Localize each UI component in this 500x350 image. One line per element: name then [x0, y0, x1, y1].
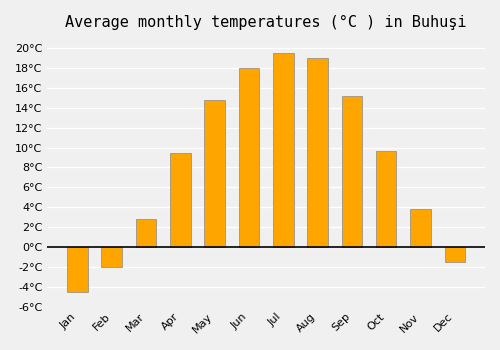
Bar — [410, 209, 431, 247]
Bar — [102, 247, 122, 267]
Bar — [376, 150, 396, 247]
Bar — [67, 247, 87, 292]
Bar — [273, 53, 293, 247]
Title: Average monthly temperatures (°C ) in Buhuşi: Average monthly temperatures (°C ) in Bu… — [66, 15, 467, 30]
Bar — [308, 58, 328, 247]
Bar — [444, 247, 465, 262]
Bar — [136, 219, 156, 247]
Bar — [204, 100, 225, 247]
Bar — [170, 153, 190, 247]
Bar — [342, 96, 362, 247]
Bar — [238, 68, 260, 247]
